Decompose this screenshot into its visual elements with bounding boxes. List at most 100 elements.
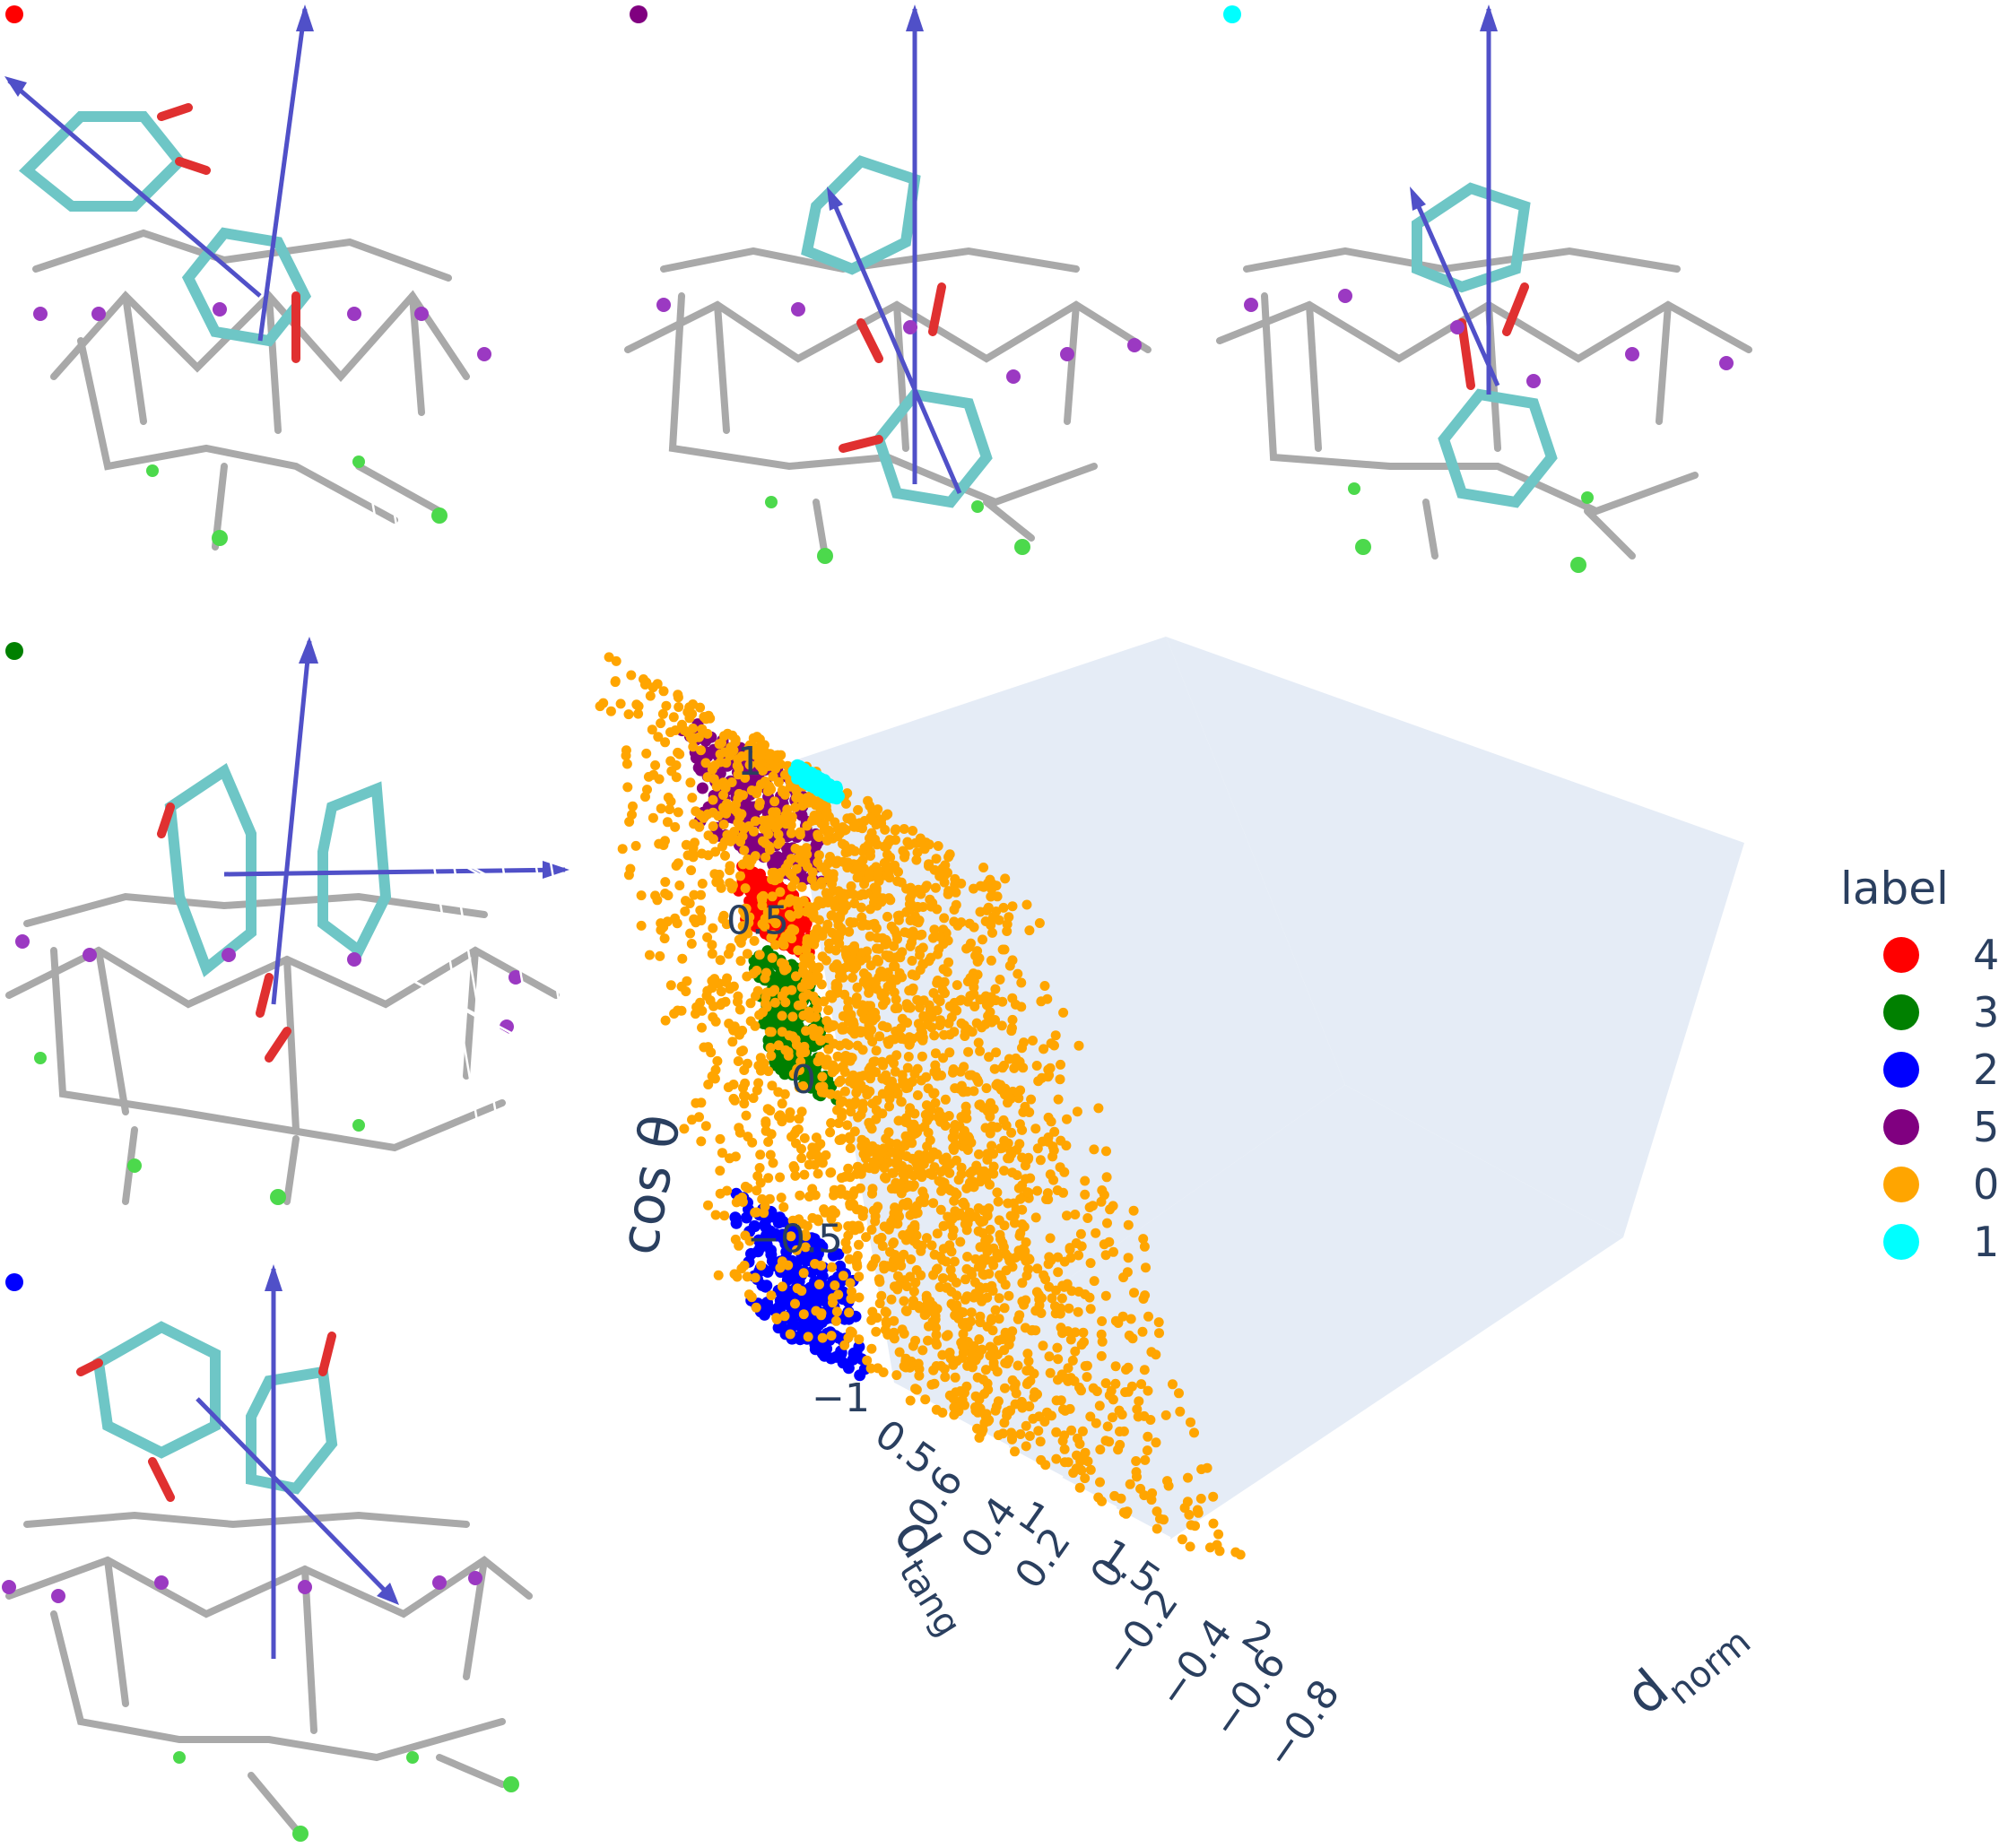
point-label-0 [932,1071,943,1081]
point-label-0 [815,1052,826,1062]
point-label-0 [670,821,681,832]
point-label-0 [848,964,859,974]
point-label-0 [767,952,778,963]
point-label-0 [1032,1185,1043,1196]
point-label-0 [682,976,692,986]
point-label-0 [1072,1106,1082,1117]
point-label-0 [882,981,893,992]
point-label-0 [745,998,756,1009]
point-label-0 [1019,1221,1030,1232]
point-label-0 [716,986,726,997]
point-label-0 [889,960,900,971]
point-label-0 [912,1162,923,1173]
point-label-0 [1016,977,1027,988]
point-label-0 [891,1370,902,1381]
point-label-0 [749,742,760,752]
legend-item-3[interactable]: 3 [1883,985,1999,1039]
point-label-0 [952,1005,962,1016]
point-label-0 [793,945,804,956]
point-label-0 [742,949,752,959]
tick-label: −0.5 [747,1217,843,1262]
point-label-0 [1183,1472,1193,1483]
point-label-0 [665,804,675,815]
point-label-0 [1021,1441,1031,1452]
point-label-0 [913,884,924,895]
point-label-0 [668,712,679,723]
point-label-0 [949,1302,960,1312]
point-label-0 [708,1011,718,1022]
point-label-0 [994,1314,1004,1324]
point-label-0 [944,1029,955,1040]
point-label-0 [941,1152,952,1163]
point-label-0 [904,839,915,850]
point-label-0 [794,1114,804,1124]
point-label-0 [881,1307,891,1318]
point-label-0 [707,940,717,950]
point-label-0 [951,1155,961,1166]
point-label-0 [1085,1464,1096,1475]
point-label-0 [932,1228,943,1239]
point-label-0 [1047,1151,1058,1162]
point-label-0 [886,1294,897,1305]
y-axis-label: dnorm [1614,1597,1759,1735]
point-label-0 [1011,1388,1021,1399]
point-label-0 [1063,1363,1073,1374]
point-label-0 [973,1203,984,1213]
point-label-0 [1023,1187,1034,1198]
point-label-0 [693,732,704,742]
legend-item-5[interactable]: 5 [1883,1100,1999,1154]
point-label-0 [929,1088,940,1098]
molecule-panel-label-5 [610,0,1166,574]
point-label-0 [1096,1350,1107,1361]
point-label-0 [842,1120,853,1131]
point-label-0 [871,1326,882,1337]
point-label-0 [747,1137,758,1148]
point-label-0 [1153,1317,1164,1328]
point-label-0 [770,822,781,833]
point-label-0 [846,881,856,891]
point-label-0 [727,1037,738,1047]
point-label-0 [726,777,737,787]
point-label-0 [766,784,777,794]
point-label-0 [1035,1155,1046,1166]
legend-item-1[interactable]: 1 [1883,1215,1999,1269]
point-label-0 [961,1183,972,1193]
point-label-0 [847,972,857,983]
point-label-0 [770,940,781,950]
point-label-0 [932,1340,942,1350]
point-label-0 [843,846,853,857]
point-label-0 [770,807,781,818]
point-label-0 [1142,1445,1152,1456]
point-label-2 [749,1220,761,1233]
point-label-0 [899,1249,909,1260]
point-label-0 [702,932,713,942]
point-label-0 [1097,1316,1108,1326]
point-label-0 [990,1405,1001,1416]
point-label-0 [792,1063,803,1074]
point-label-0 [830,858,841,869]
point-label-0 [916,1270,926,1280]
point-label-0 [708,834,718,845]
point-label-0 [879,971,890,982]
point-label-0 [786,820,796,830]
point-label-0 [696,1136,707,1147]
point-label-0 [1137,1326,1148,1337]
point-label-0 [691,1009,700,1019]
point-label-0 [1110,1315,1121,1326]
legend-item-4[interactable]: 4 [1883,928,1999,982]
point-label-0 [1053,1267,1064,1278]
legend-item-0[interactable]: 0 [1883,1158,1999,1211]
point-label-0 [846,812,856,823]
legend-item-2[interactable]: 2 [1883,1043,1999,1097]
point-label-0 [679,1124,690,1134]
data-points [595,652,1246,1560]
point-label-0 [972,1423,982,1434]
point-label-0 [949,905,960,915]
point-label-0 [658,840,669,850]
point-label-0 [986,955,996,966]
molecule-render-label-3 [5,637,569,1205]
point-label-0 [881,1173,891,1184]
point-label-0 [995,1080,1006,1090]
point-label-0 [740,1091,751,1101]
point-label-0 [687,793,698,803]
